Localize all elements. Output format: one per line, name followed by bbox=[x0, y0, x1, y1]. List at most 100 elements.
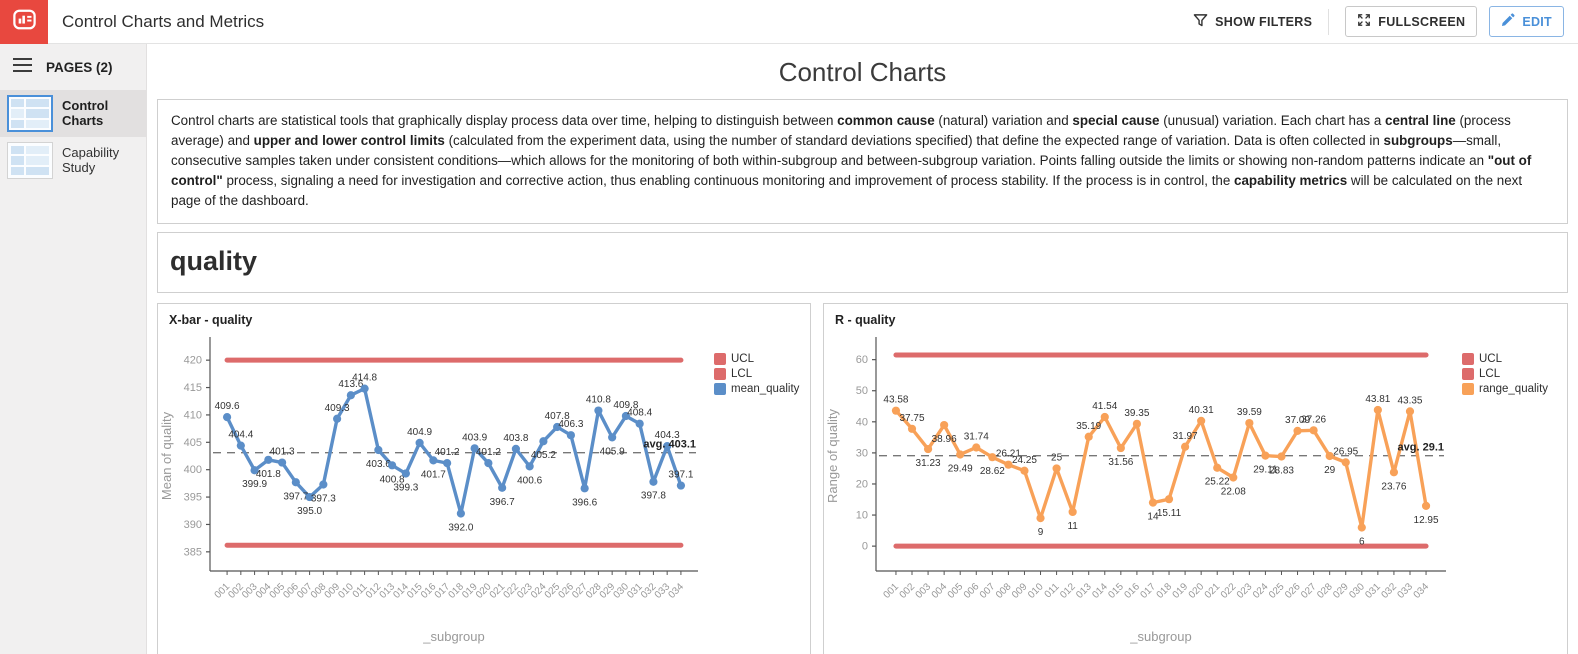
svg-text:37.09: 37.09 bbox=[1285, 414, 1310, 425]
svg-text:406.3: 406.3 bbox=[558, 419, 583, 430]
r-chart-plot[interactable]: 0102030405060001002003004005006007008009… bbox=[824, 327, 1462, 645]
svg-text:403.6: 403.6 bbox=[366, 459, 391, 470]
svg-text:034: 034 bbox=[1412, 581, 1432, 601]
svg-text:385: 385 bbox=[184, 546, 202, 558]
legend-label: UCL bbox=[731, 352, 755, 365]
hamburger-menu-icon[interactable] bbox=[13, 57, 32, 77]
svg-text:407.8: 407.8 bbox=[545, 411, 570, 422]
chart-title: R - quality bbox=[835, 312, 896, 327]
page-thumbnail bbox=[7, 142, 53, 179]
legend-item-lcl[interactable]: LCL bbox=[714, 367, 800, 380]
fullscreen-button[interactable]: FULLSCREEN bbox=[1345, 6, 1478, 37]
legend-item-mean_quality[interactable]: mean_quality bbox=[714, 382, 800, 395]
legend-item-ucl[interactable]: UCL bbox=[714, 352, 800, 365]
svg-text:401.7: 401.7 bbox=[421, 469, 446, 480]
svg-text:Range of quality: Range of quality bbox=[825, 408, 840, 502]
svg-text:392.0: 392.0 bbox=[448, 522, 473, 533]
toolbar-divider bbox=[1328, 8, 1330, 35]
legend-swatch bbox=[714, 367, 726, 380]
svg-text:31.23: 31.23 bbox=[916, 458, 941, 469]
legend-item-range_quality[interactable]: range_quality bbox=[1462, 382, 1548, 395]
svg-text:414.8: 414.8 bbox=[352, 372, 377, 383]
sidebar-item-control-charts[interactable]: Control Charts bbox=[0, 90, 146, 137]
svg-text:395: 395 bbox=[184, 491, 202, 503]
svg-text:410.8: 410.8 bbox=[586, 394, 611, 405]
main-content: Control Charts Control charts are statis… bbox=[147, 44, 1578, 654]
legend-item-ucl[interactable]: UCL bbox=[1462, 352, 1548, 365]
svg-text:11: 11 bbox=[1067, 520, 1078, 531]
svg-text:12.95: 12.95 bbox=[1414, 514, 1439, 525]
xbar-chart-card: X-bar - quality 385 390 395 400 405 410 415 420… bbox=[157, 302, 811, 654]
svg-text:011: 011 bbox=[1043, 581, 1062, 600]
legend-swatch bbox=[714, 382, 726, 395]
edit-button[interactable]: EDIT bbox=[1489, 6, 1564, 37]
svg-text:415: 415 bbox=[184, 382, 202, 394]
svg-text:400.8: 400.8 bbox=[380, 474, 405, 485]
svg-text:396.7: 396.7 bbox=[490, 496, 515, 507]
svg-text:409.3: 409.3 bbox=[325, 402, 350, 413]
svg-text:30: 30 bbox=[856, 447, 868, 459]
svg-text:10: 10 bbox=[856, 509, 868, 521]
chart-legend: UCL LCL range_quality bbox=[1462, 352, 1548, 645]
svg-text:26.95: 26.95 bbox=[1333, 446, 1358, 457]
description-text: Control charts are statistical tools tha… bbox=[171, 113, 1532, 209]
svg-text:409.6: 409.6 bbox=[215, 401, 240, 412]
svg-text:405: 405 bbox=[184, 436, 202, 448]
svg-text:29: 29 bbox=[1324, 465, 1336, 476]
top-bar: Control Charts and Metrics SHOW FILTERS … bbox=[0, 0, 1578, 44]
svg-text:420: 420 bbox=[184, 354, 202, 366]
svg-text:22.08: 22.08 bbox=[1221, 486, 1246, 497]
r-chart-card: R - quality 0 10 20 30 40 50 60 001 002 003 004 005… bbox=[823, 302, 1568, 654]
svg-text:401.2: 401.2 bbox=[435, 447, 460, 458]
svg-text:40: 40 bbox=[856, 416, 868, 428]
legend-label: LCL bbox=[1479, 367, 1501, 380]
svg-text:20: 20 bbox=[856, 478, 868, 490]
svg-text:35.19: 35.19 bbox=[1076, 420, 1101, 431]
svg-text:24.25: 24.25 bbox=[1012, 454, 1037, 465]
legend-item-lcl[interactable]: LCL bbox=[1462, 367, 1548, 380]
svg-text:28.83: 28.83 bbox=[1269, 465, 1294, 476]
svg-text:403.8: 403.8 bbox=[503, 432, 528, 443]
chart-title: X-bar - quality bbox=[169, 312, 253, 327]
svg-text:401.8: 401.8 bbox=[256, 468, 281, 479]
svg-text:31.56: 31.56 bbox=[1108, 457, 1133, 468]
description-card: Control charts are statistical tools tha… bbox=[157, 99, 1568, 224]
app-title: Control Charts and Metrics bbox=[62, 11, 265, 31]
svg-text:403.9: 403.9 bbox=[462, 432, 487, 443]
svg-text:39.35: 39.35 bbox=[1124, 407, 1149, 418]
svg-text:390: 390 bbox=[184, 518, 202, 530]
svg-text:Mean of quality: Mean of quality bbox=[159, 411, 174, 500]
svg-text:400: 400 bbox=[184, 464, 202, 476]
svg-text:405.2: 405.2 bbox=[531, 450, 556, 461]
svg-text:409.8: 409.8 bbox=[613, 400, 638, 411]
svg-text:397.8: 397.8 bbox=[641, 490, 666, 501]
show-filters-button[interactable]: SHOW FILTERS bbox=[1193, 13, 1312, 31]
legend-swatch bbox=[1462, 382, 1474, 395]
svg-text:43.81: 43.81 bbox=[1365, 394, 1390, 405]
legend-label: mean_quality bbox=[731, 382, 800, 395]
svg-text:25: 25 bbox=[1051, 452, 1063, 463]
svg-text:14: 14 bbox=[1147, 511, 1159, 522]
svg-text:397.1: 397.1 bbox=[668, 469, 693, 480]
legend-swatch bbox=[714, 352, 726, 365]
app-logo[interactable] bbox=[0, 0, 48, 44]
svg-text:400.6: 400.6 bbox=[517, 475, 542, 486]
svg-text:0: 0 bbox=[862, 540, 868, 552]
svg-text:37.75: 37.75 bbox=[899, 412, 924, 423]
svg-text:avg. 403.1: avg. 403.1 bbox=[643, 438, 696, 450]
svg-text:25.22: 25.22 bbox=[1205, 476, 1230, 487]
pages-sidebar: PAGES (2) Control Charts Capability Stud… bbox=[0, 44, 147, 654]
svg-text:404.9: 404.9 bbox=[407, 426, 432, 437]
xbar-chart-plot[interactable]: 3853903954004054104154200010020030040050… bbox=[158, 327, 714, 645]
svg-text:43.35: 43.35 bbox=[1397, 395, 1422, 406]
quality-section-card: quality bbox=[157, 231, 1568, 293]
svg-text:31.74: 31.74 bbox=[964, 431, 989, 442]
legend-swatch bbox=[1462, 352, 1474, 365]
svg-text:401.3: 401.3 bbox=[270, 446, 295, 457]
svg-text:39.59: 39.59 bbox=[1237, 407, 1262, 418]
sidebar-item-capability-study[interactable]: Capability Study bbox=[0, 137, 146, 184]
svg-text:43.58: 43.58 bbox=[883, 394, 908, 405]
svg-text:410: 410 bbox=[184, 409, 202, 421]
svg-text:399.9: 399.9 bbox=[242, 479, 267, 490]
pages-header: PAGES (2) bbox=[46, 59, 113, 75]
